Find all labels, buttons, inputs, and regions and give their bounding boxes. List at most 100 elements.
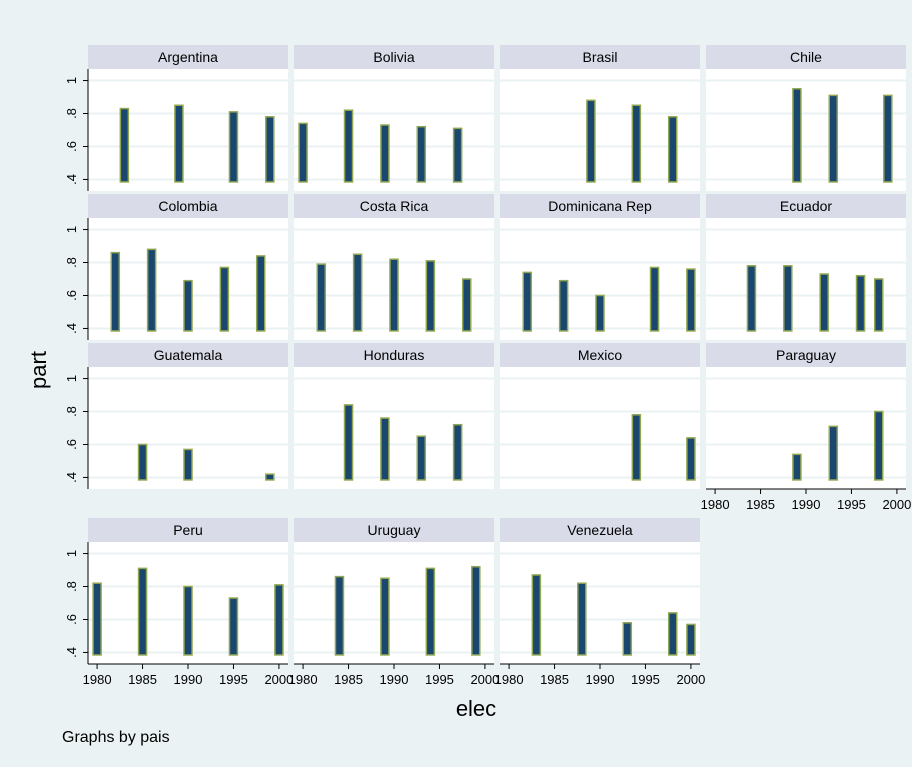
bar (883, 94, 893, 183)
plot-background (500, 69, 700, 191)
facet-panel-colombia: Colombia .4 .6 .8 1 (64, 194, 288, 340)
bar (783, 265, 793, 332)
facet-header (294, 194, 494, 218)
bar (343, 109, 354, 183)
bar (828, 425, 839, 481)
x-tick-label: 1995 (837, 497, 866, 512)
x-tick-label: 2000 (882, 497, 911, 512)
y-tick-label: .6 (64, 290, 79, 301)
facet-panel-costa-rica: Costa Rica (294, 194, 494, 340)
bar (174, 104, 184, 183)
graphs-by-note: Graphs by pais (62, 729, 170, 746)
facet-title: Paraguay (776, 347, 836, 363)
y-tick-label: .4 (64, 647, 79, 658)
bar (352, 253, 363, 332)
bar (686, 268, 696, 332)
x-tick-label: 1990 (380, 672, 409, 687)
bar (316, 263, 327, 332)
bar (792, 88, 802, 183)
x-tick-label: 1985 (128, 672, 157, 687)
facet-header (88, 518, 288, 542)
facet-panel-brasil: Brasil (500, 45, 700, 191)
facet-panel-ecuador: Ecuador (706, 194, 906, 340)
plot-background (500, 367, 700, 489)
x-tick-label: 1985 (334, 672, 363, 687)
bar (343, 404, 354, 481)
bar (265, 473, 275, 481)
facet-panel-mexico: Mexico (500, 343, 700, 489)
plot-area: 1980 1985 1990 1995 2000 (701, 367, 911, 512)
y-tick-label: .8 (64, 406, 79, 417)
bar (255, 255, 266, 332)
x-tick-label: 1980 (289, 672, 318, 687)
facet-panel-venezuela: Venezuela 1980 1985 1990 1995 2000 (495, 518, 705, 687)
bar (425, 567, 436, 656)
facet-panel-guatemala: Guatemala .4 .6 .8 1 (64, 343, 288, 489)
x-tick-label: 1980 (83, 672, 112, 687)
facet-header (706, 343, 906, 367)
bar (416, 435, 427, 481)
bar (92, 582, 102, 656)
bar (389, 258, 399, 332)
bar (558, 279, 569, 332)
bar (649, 266, 660, 332)
facet-panel-peru: Peru .4 .6 .8 1 1980 1985 1990 1995 2000 (64, 518, 293, 687)
plot-area (294, 367, 494, 489)
bar (274, 584, 284, 656)
facet-title: Colombia (158, 198, 217, 214)
bar (183, 585, 193, 656)
x-tick-label: 1980 (701, 497, 730, 512)
facet-header (88, 343, 288, 367)
facet-title: Guatemala (154, 347, 223, 363)
x-tick-label: 1985 (746, 497, 775, 512)
y-tick-label: 1 (64, 550, 79, 557)
facet-title: Brasil (582, 49, 617, 65)
x-tick-label: 1995 (631, 672, 660, 687)
plot-area: 1980 1985 1990 1995 2000 (289, 542, 499, 687)
facet-panel-honduras: Honduras (294, 343, 494, 489)
bar (183, 279, 193, 332)
facet-header (294, 45, 494, 69)
x-tick-label: 2000 (264, 672, 293, 687)
bar (228, 597, 239, 656)
x-tick-label: 1985 (540, 672, 569, 687)
y-tick-label: .8 (64, 108, 79, 119)
bar (667, 612, 678, 656)
plot-area: .4 .6 .8 1 (64, 218, 288, 340)
facet-title: Dominicana Rep (548, 198, 652, 214)
bar (183, 448, 193, 481)
x-tick-label: 1990 (586, 672, 615, 687)
bar (119, 107, 130, 183)
facet-header (500, 518, 700, 542)
facet-title: Uruguay (368, 522, 421, 538)
bar (595, 294, 605, 332)
bar (461, 278, 472, 332)
bar (686, 437, 696, 481)
bar (686, 623, 696, 656)
x-tick-label: 1980 (495, 672, 524, 687)
y-tick-label: .6 (64, 141, 79, 152)
bar (622, 622, 633, 656)
bar (531, 574, 542, 656)
bar (667, 116, 678, 183)
plot-area (294, 69, 494, 191)
bar (380, 577, 390, 656)
plot-background (706, 218, 906, 340)
bar (631, 414, 642, 481)
bar (471, 565, 481, 656)
plot-background (706, 69, 906, 191)
plot-background (706, 367, 906, 489)
plot-background (294, 69, 494, 191)
facet-panel-dominicana-rep: Dominicana Rep (500, 194, 700, 340)
y-tick-label: .8 (64, 257, 79, 268)
plot-area: .4 .6 .8 1 1980 1985 1990 1995 2000 (64, 542, 293, 687)
y-axis-title: part (26, 351, 51, 389)
bar (577, 582, 587, 656)
bar (380, 417, 390, 481)
bar (265, 116, 275, 183)
facet-header (88, 45, 288, 69)
facet-title: Ecuador (780, 198, 832, 214)
plot-area (500, 367, 700, 489)
y-tick-label: 1 (64, 226, 79, 233)
